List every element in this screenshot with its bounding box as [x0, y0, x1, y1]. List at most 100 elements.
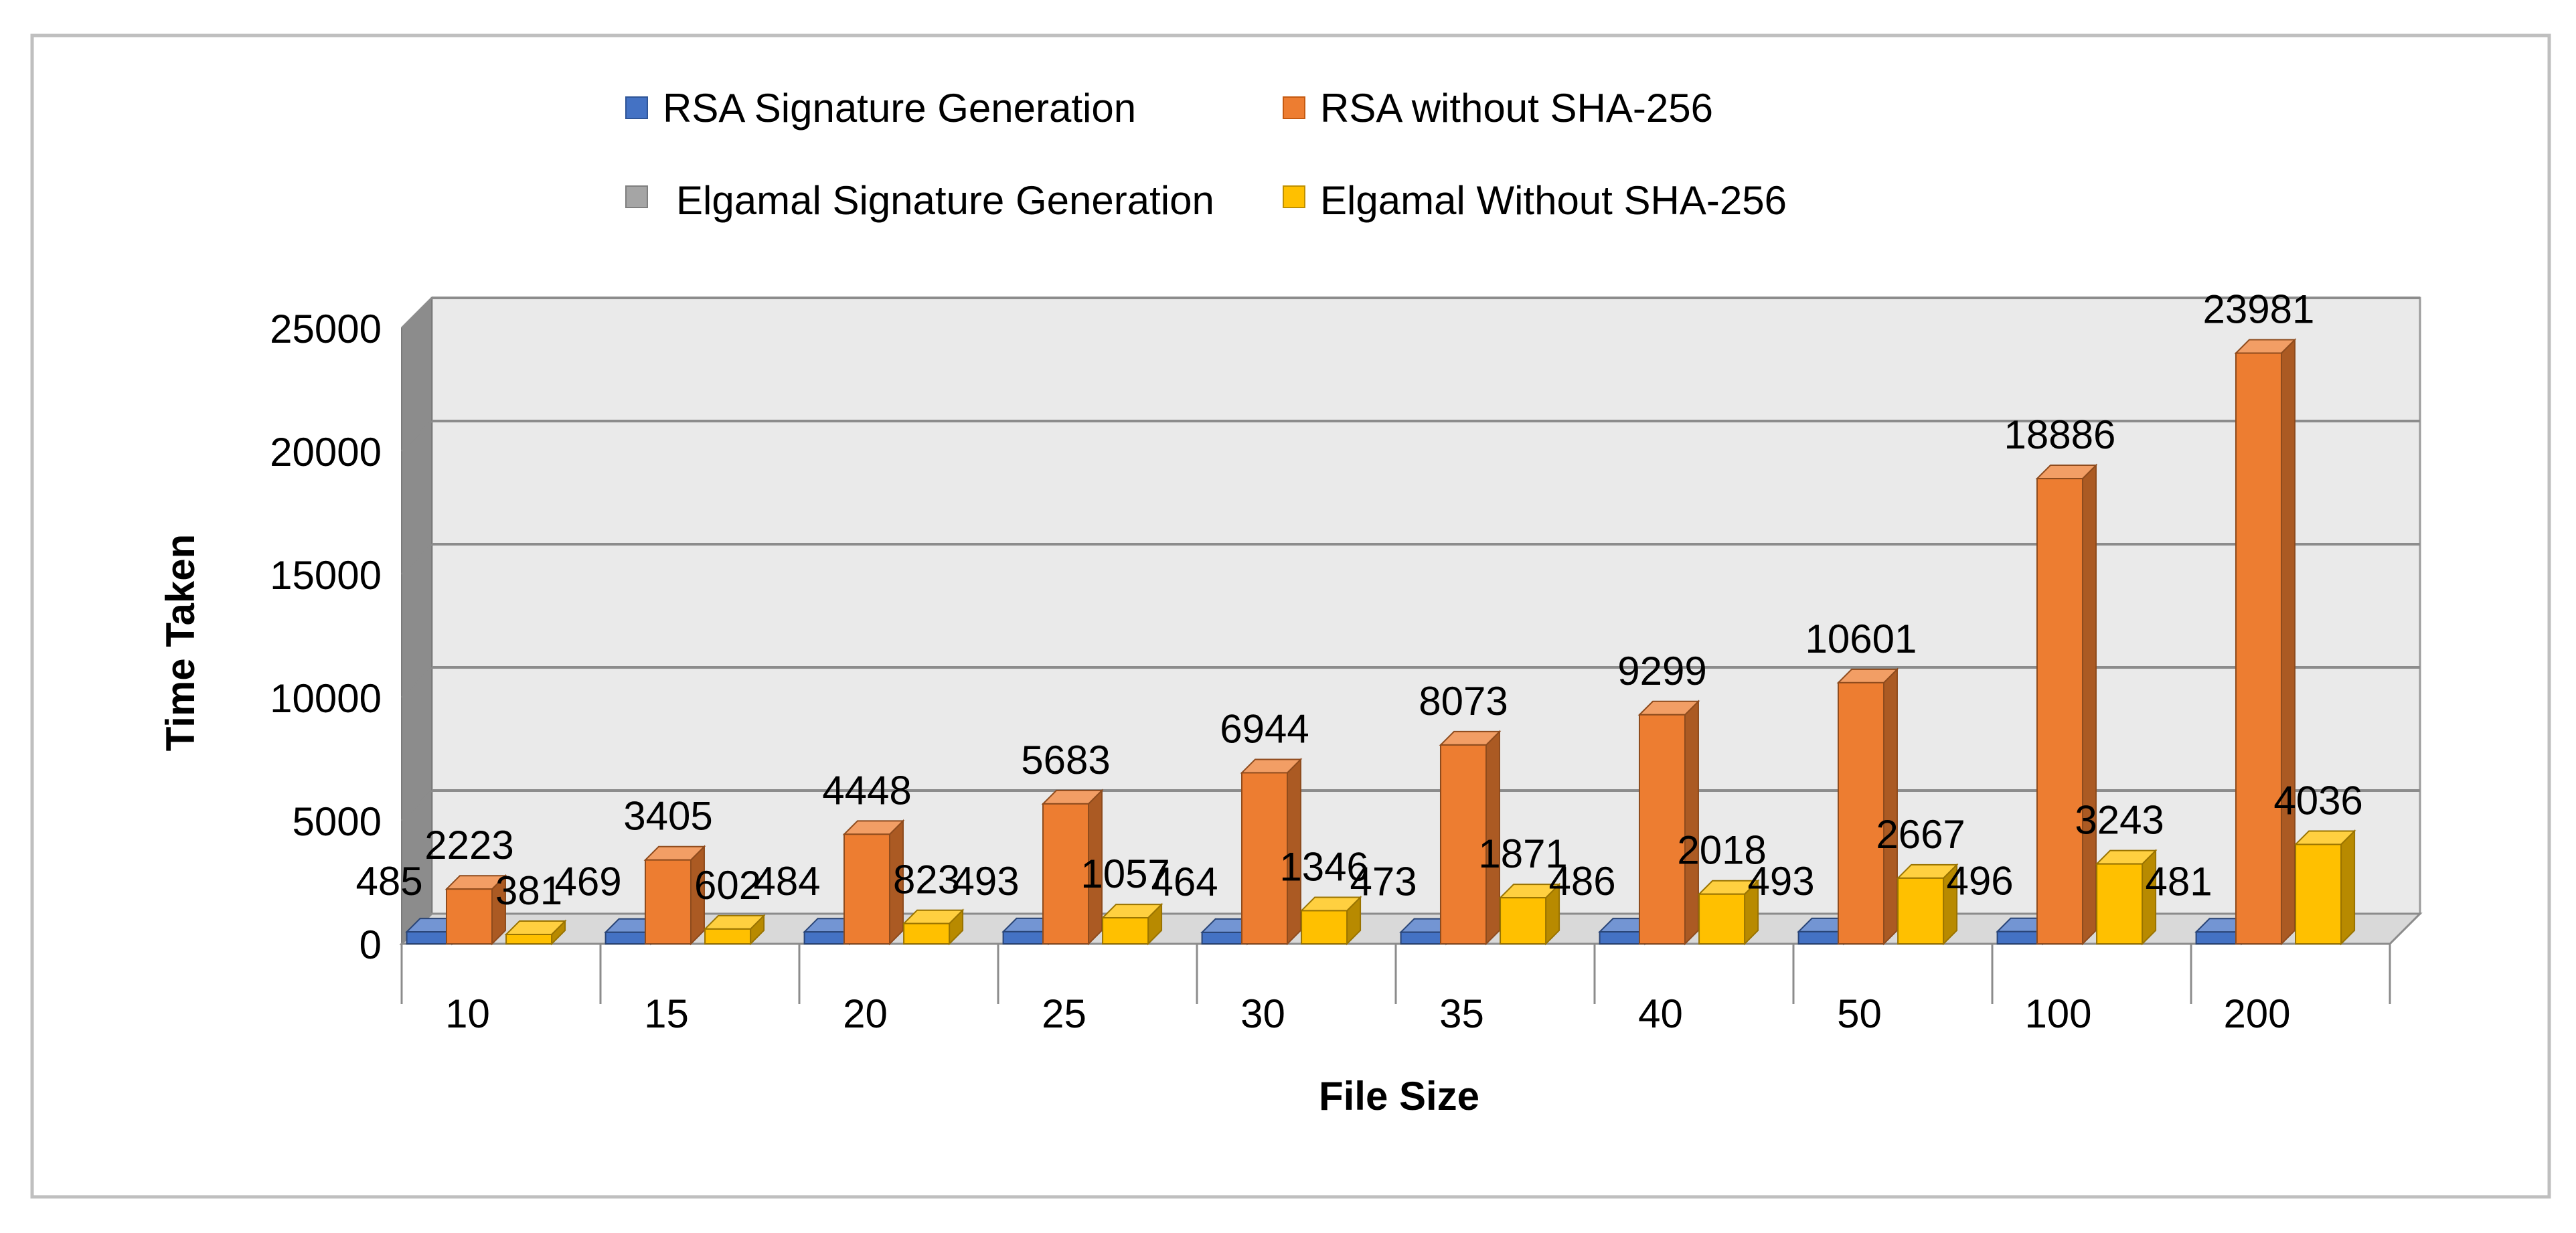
legend-swatch-elgamal-signature [625, 185, 648, 208]
data-label: 5683 [1021, 738, 1110, 783]
gridline-side [400, 297, 433, 329]
bar-front [1002, 930, 1050, 944]
bar-front [1439, 744, 1487, 944]
bar-1-2 [842, 819, 905, 946]
bar-1-7 [1836, 667, 1899, 946]
data-label: 493 [953, 859, 1020, 904]
legend-label-rsa-without-sha: RSA without SHA-256 [1320, 86, 1713, 131]
legend: RSA Signature Generation RSA without SHA… [625, 86, 1787, 223]
x-tick-label: 50 [1837, 991, 1882, 1036]
data-label: 381 [495, 868, 562, 913]
data-label: 823 [893, 857, 960, 902]
bar-side [2081, 463, 2097, 946]
x-tick-label: 35 [1439, 991, 1484, 1036]
data-label: 9299 [1617, 649, 1706, 693]
bar-front [406, 931, 453, 944]
bar-side [2280, 338, 2296, 946]
bar-front [1500, 897, 1547, 945]
legend-swatch-rsa-without-sha [1283, 96, 1305, 119]
bar-front [2096, 863, 2144, 944]
bar-front [1698, 893, 1746, 944]
bar-1-4 [1240, 758, 1303, 946]
x-tick-label: 200 [2223, 991, 2290, 1036]
x-tick-label: 40 [1638, 991, 1683, 1036]
bar-1-8 [2035, 463, 2098, 946]
data-label: 8073 [1419, 679, 1508, 724]
y-axis-title: Time Taken [158, 534, 203, 752]
x-axis-title: File Size [1319, 1074, 1479, 1119]
bar-3-4 [1299, 896, 1362, 946]
y-tick-label: 5000 [293, 799, 382, 844]
bars [405, 338, 2356, 946]
bar-front [1797, 930, 1845, 944]
data-label: 493 [1748, 859, 1815, 904]
tick-labels: 0 5000 10000 15000 20000 25000 10 15 20 25 30 35 40 5… [270, 307, 2290, 1036]
y-tick-label: 25000 [270, 307, 382, 351]
x-tick-label: 100 [2024, 991, 2091, 1036]
bar-3-9 [2293, 829, 2356, 946]
bar-side [2340, 829, 2356, 946]
legend-swatch-rsa-signature [625, 96, 648, 119]
data-label: 2667 [1876, 812, 1965, 857]
bar-front [1102, 917, 1149, 945]
x-tick-label: 15 [644, 991, 689, 1036]
y-tick-label: 10000 [270, 676, 382, 721]
bar-front [1301, 910, 1348, 944]
bar-1-0 [445, 874, 507, 946]
bar-front [1897, 877, 1945, 944]
data-label: 481 [2146, 859, 2212, 904]
bar-1-6 [1637, 700, 1700, 946]
data-label: 18886 [2004, 412, 2116, 457]
data-label: 3243 [2075, 798, 2164, 843]
bar-front [505, 933, 553, 945]
data-label: 469 [555, 859, 622, 904]
legend-label-elgamal-signature: Elgamal Signature Generation [676, 178, 1214, 223]
bar-front [1638, 714, 1686, 944]
bar-front [1400, 931, 1447, 945]
legend-label-elgamal-without-sha: Elgamal Without SHA-256 [1320, 178, 1787, 223]
data-label: 602 [694, 863, 761, 908]
x-tick-label: 10 [445, 991, 490, 1036]
bar-front [843, 833, 890, 944]
data-labels: 485 469 484 493 464 473 486 493 496 481 2223 3405 44… [356, 286, 2363, 912]
bar-3-6 [1697, 879, 1760, 946]
bar-side [1684, 700, 1699, 946]
bar-1-5 [1439, 730, 1502, 946]
data-label: 464 [1151, 859, 1218, 904]
data-label: 2018 [1677, 828, 1766, 873]
bar-front [445, 888, 493, 944]
data-label: 23981 [2203, 286, 2315, 331]
bar-3-1 [703, 914, 766, 946]
bar-front [1042, 803, 1089, 944]
data-label: 2223 [424, 823, 513, 868]
legend-swatch-elgamal-without-sha [1283, 185, 1305, 208]
x-tick-label: 30 [1240, 991, 1285, 1036]
x-tick-label: 20 [843, 991, 888, 1036]
bar-front [2036, 477, 2083, 944]
y-tick-label: 0 [359, 922, 382, 967]
data-label: 1871 [1478, 831, 1567, 876]
bar-front [2195, 931, 2243, 944]
bar-3-3 [1101, 902, 1163, 946]
bar-front [1240, 772, 1288, 945]
bar-3-7 [1896, 863, 1959, 946]
bar-front [1837, 681, 1884, 944]
data-label: 4448 [822, 768, 911, 813]
gridline-side [400, 543, 433, 576]
data-label: 3405 [623, 794, 712, 839]
bar-front [1201, 931, 1249, 945]
bar-3-2 [902, 908, 965, 946]
bar-1-1 [643, 845, 706, 946]
bar-3-0 [504, 919, 567, 946]
data-label: 4036 [2273, 778, 2362, 823]
data-label: 486 [1549, 859, 1616, 904]
bar-front [605, 931, 652, 945]
bar-front [2295, 843, 2342, 945]
bar-3-5 [1498, 882, 1561, 946]
data-label: 485 [356, 859, 423, 904]
legend-label-rsa-signature: RSA Signature Generation [663, 86, 1136, 131]
bar-front [2235, 352, 2282, 944]
bar-front [903, 922, 951, 945]
data-label: 1346 [1279, 844, 1368, 889]
